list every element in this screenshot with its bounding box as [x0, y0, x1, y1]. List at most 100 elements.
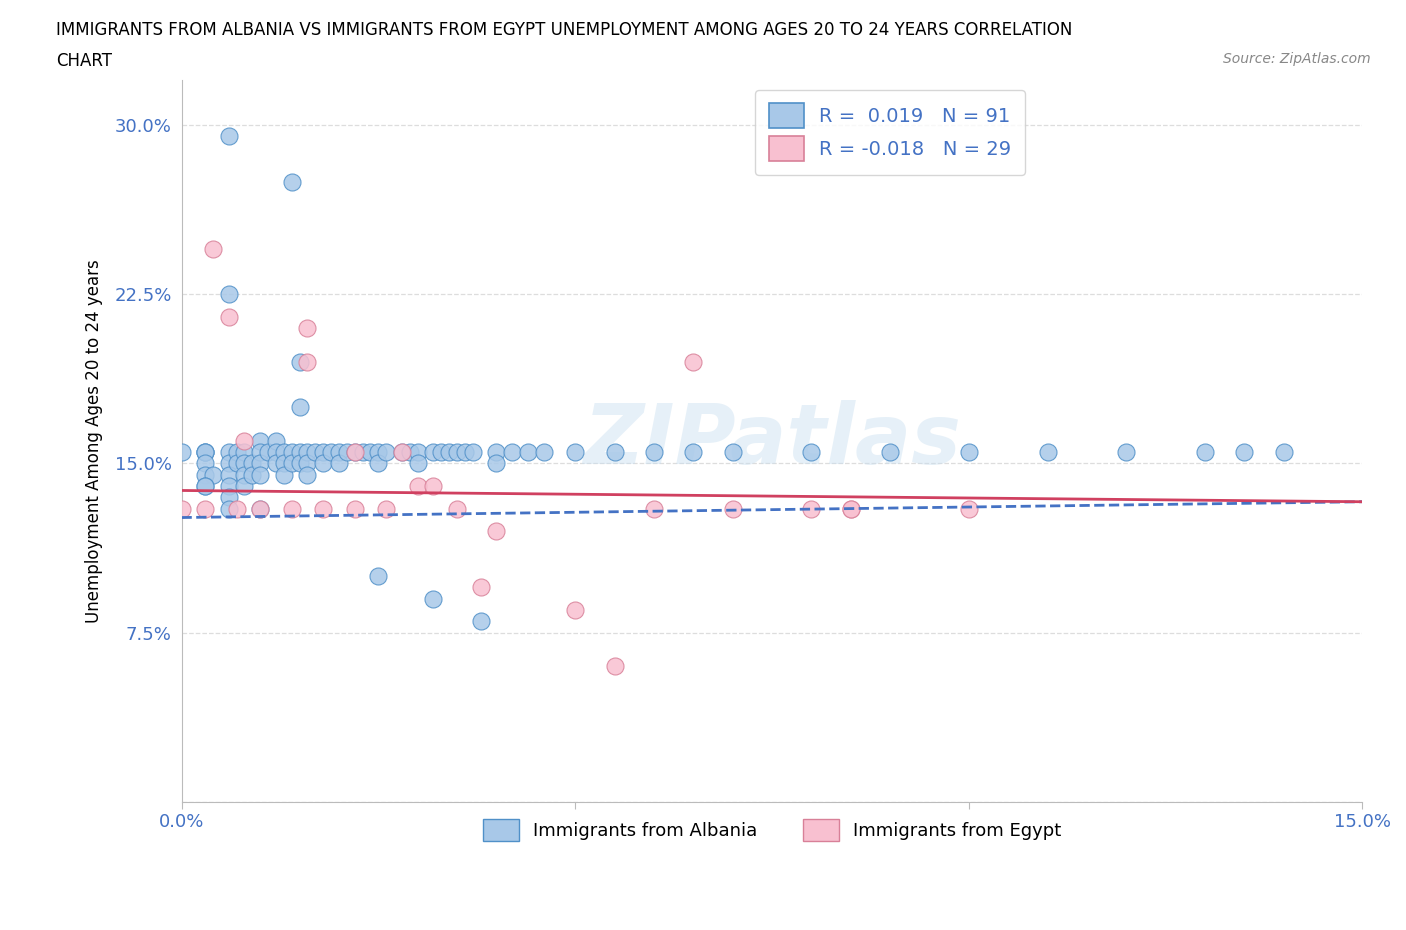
- Point: [682, 445, 704, 459]
- Point: [312, 501, 335, 516]
- Point: [297, 445, 319, 459]
- Point: [218, 456, 240, 471]
- Point: [201, 242, 224, 257]
- Point: [603, 659, 626, 674]
- Point: [422, 445, 444, 459]
- Point: [194, 479, 217, 494]
- Point: [225, 445, 247, 459]
- Point: [297, 456, 319, 471]
- Text: ZIPatlas: ZIPatlas: [583, 401, 960, 482]
- Point: [312, 456, 335, 471]
- Point: [406, 479, 429, 494]
- Point: [194, 467, 217, 482]
- Point: [359, 445, 381, 459]
- Point: [264, 445, 287, 459]
- Point: [336, 445, 359, 459]
- Point: [273, 467, 295, 482]
- Point: [485, 524, 508, 538]
- Point: [273, 456, 295, 471]
- Point: [343, 445, 366, 459]
- Point: [280, 456, 302, 471]
- Text: CHART: CHART: [56, 52, 112, 70]
- Point: [485, 456, 508, 471]
- Y-axis label: Unemployment Among Ages 20 to 24 years: Unemployment Among Ages 20 to 24 years: [86, 259, 103, 623]
- Point: [273, 445, 295, 459]
- Point: [470, 580, 492, 595]
- Point: [194, 445, 217, 459]
- Point: [249, 433, 271, 448]
- Point: [288, 354, 311, 369]
- Point: [218, 490, 240, 505]
- Point: [288, 400, 311, 415]
- Point: [264, 433, 287, 448]
- Point: [249, 456, 271, 471]
- Point: [288, 456, 311, 471]
- Point: [682, 354, 704, 369]
- Point: [391, 445, 413, 459]
- Point: [194, 501, 217, 516]
- Point: [1115, 445, 1137, 459]
- Legend: Immigrants from Albania, Immigrants from Egypt: Immigrants from Albania, Immigrants from…: [474, 810, 1070, 850]
- Point: [367, 456, 389, 471]
- Point: [470, 614, 492, 629]
- Point: [800, 501, 823, 516]
- Point: [406, 456, 429, 471]
- Point: [352, 445, 374, 459]
- Text: IMMIGRANTS FROM ALBANIA VS IMMIGRANTS FROM EGYPT UNEMPLOYMENT AMONG AGES 20 TO 2: IMMIGRANTS FROM ALBANIA VS IMMIGRANTS FR…: [56, 21, 1073, 39]
- Point: [343, 501, 366, 516]
- Point: [721, 501, 744, 516]
- Point: [218, 286, 240, 301]
- Point: [297, 467, 319, 482]
- Point: [249, 501, 271, 516]
- Point: [312, 445, 335, 459]
- Point: [194, 445, 217, 459]
- Point: [225, 456, 247, 471]
- Point: [367, 569, 389, 584]
- Point: [194, 445, 217, 459]
- Point: [422, 479, 444, 494]
- Point: [297, 321, 319, 336]
- Point: [398, 445, 420, 459]
- Point: [603, 445, 626, 459]
- Point: [304, 445, 326, 459]
- Point: [280, 174, 302, 189]
- Point: [201, 467, 224, 482]
- Point: [233, 467, 256, 482]
- Point: [564, 445, 586, 459]
- Point: [375, 445, 398, 459]
- Point: [446, 445, 468, 459]
- Point: [218, 479, 240, 494]
- Point: [249, 445, 271, 459]
- Point: [328, 445, 350, 459]
- Point: [564, 603, 586, 618]
- Point: [280, 445, 302, 459]
- Point: [218, 129, 240, 144]
- Point: [194, 479, 217, 494]
- Point: [319, 445, 342, 459]
- Point: [288, 445, 311, 459]
- Point: [839, 501, 862, 516]
- Point: [257, 445, 280, 459]
- Point: [218, 310, 240, 325]
- Point: [218, 445, 240, 459]
- Point: [218, 501, 240, 516]
- Point: [957, 445, 980, 459]
- Text: Source: ZipAtlas.com: Source: ZipAtlas.com: [1223, 52, 1371, 66]
- Point: [391, 445, 413, 459]
- Point: [879, 445, 901, 459]
- Point: [225, 501, 247, 516]
- Point: [170, 501, 193, 516]
- Point: [170, 445, 193, 459]
- Point: [406, 445, 429, 459]
- Point: [430, 445, 453, 459]
- Point: [461, 445, 484, 459]
- Point: [249, 467, 271, 482]
- Point: [446, 501, 468, 516]
- Point: [218, 467, 240, 482]
- Point: [240, 467, 263, 482]
- Point: [721, 445, 744, 459]
- Point: [233, 479, 256, 494]
- Point: [367, 445, 389, 459]
- Point: [485, 445, 508, 459]
- Point: [233, 433, 256, 448]
